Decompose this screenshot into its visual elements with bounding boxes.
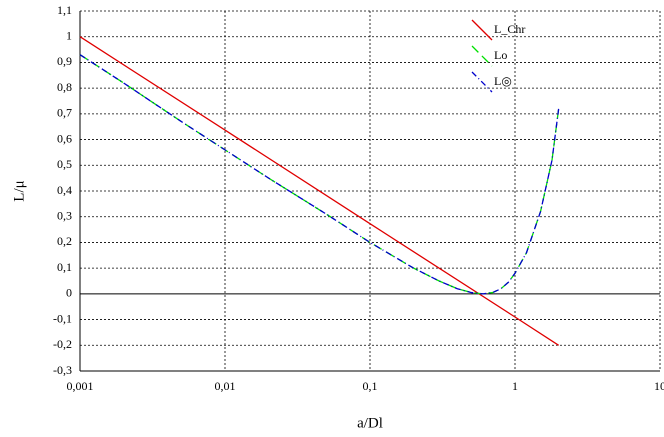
y-tick-label: 0,7 [57, 106, 72, 120]
y-tick-label: 0,6 [57, 131, 72, 145]
x-tick-label: 0,01 [215, 379, 236, 393]
legend-swatch [471, 19, 493, 41]
legend-label: Lo [494, 48, 507, 62]
x-tick-label: 10 [654, 379, 664, 393]
legend-label: L◎ [494, 74, 512, 88]
y-tick-label: 0,4 [57, 183, 72, 197]
y-tick-label: 1 [66, 28, 72, 42]
legend-label: L_Chr [494, 22, 525, 36]
data-line [79, 54, 560, 295]
y-tick-label: 0,5 [57, 157, 72, 171]
y-tick-label: 0,8 [57, 80, 72, 94]
x-tick-label: 0,1 [363, 379, 378, 393]
y-tick-label: 0 [66, 286, 72, 300]
y-tick-label: 1,1 [57, 3, 72, 17]
y-tick-label: -0,1 [53, 311, 72, 325]
y-tick-label: 0,3 [57, 208, 72, 222]
legend-swatch [471, 71, 493, 93]
y-tick-label: 0,9 [57, 54, 72, 68]
x-tick-label: 0,001 [67, 379, 94, 393]
y-axis-label: L/μ [11, 180, 27, 201]
y-tick-label: -0,3 [53, 363, 72, 377]
legend-swatch [471, 45, 493, 67]
y-tick-label: -0,2 [53, 337, 72, 351]
y-tick-label: 0,1 [57, 260, 72, 274]
data-line [79, 54, 560, 295]
y-tick-label: 0,2 [57, 234, 72, 248]
data-line [79, 36, 560, 346]
x-tick-label: 1 [512, 379, 518, 393]
x-axis-label: a/Dl [357, 415, 383, 431]
